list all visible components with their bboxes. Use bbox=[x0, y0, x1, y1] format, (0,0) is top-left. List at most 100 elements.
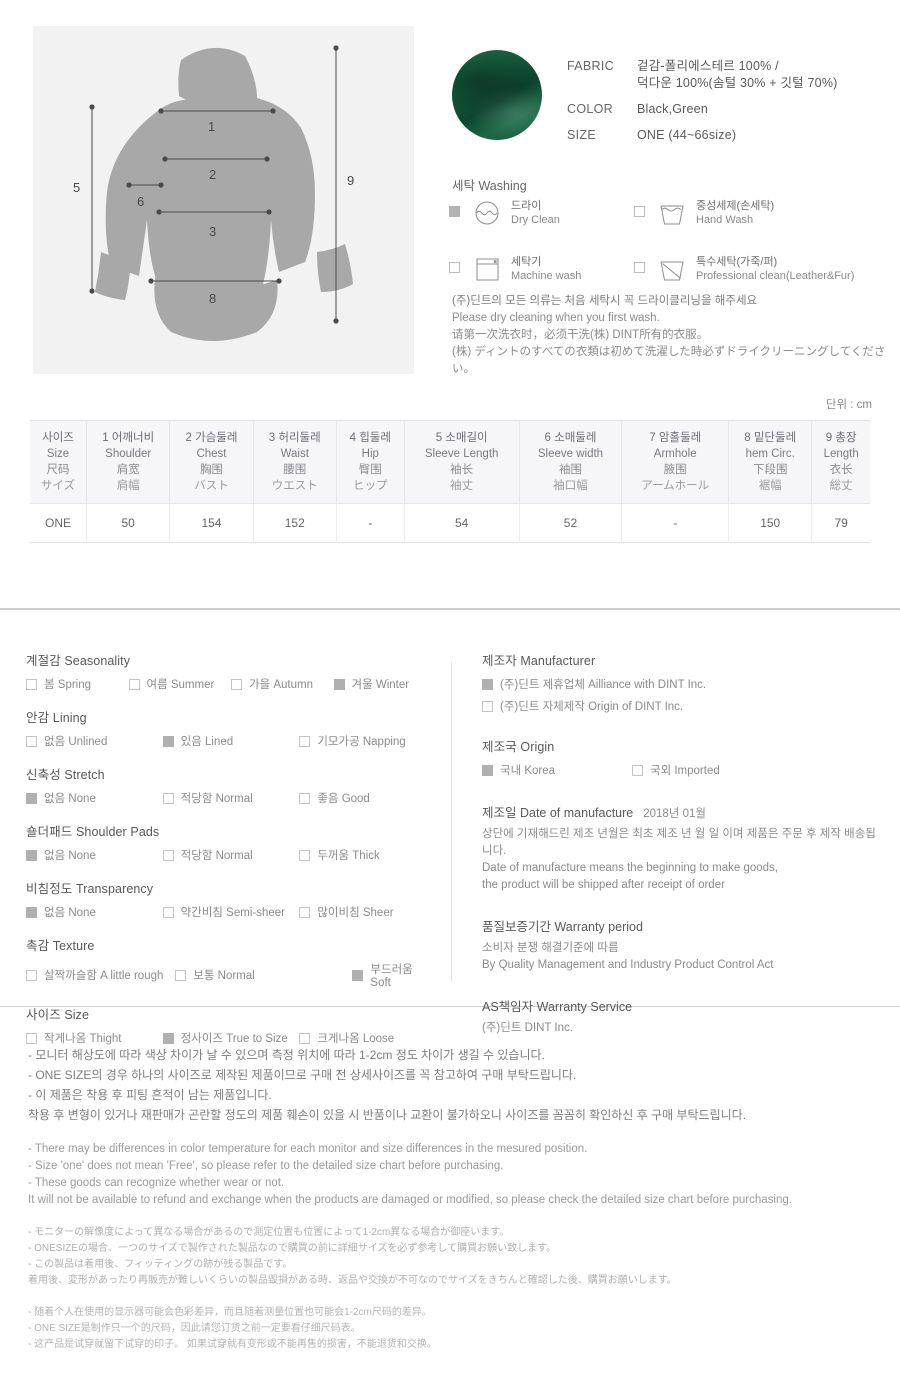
option-imported[interactable]: 국외 Imported bbox=[632, 762, 720, 778]
washing-label: 특수세탁(가죽/퍼) Professional clean(Leather&Fu… bbox=[696, 254, 854, 283]
option-napping[interactable]: 기모가공 Napping bbox=[299, 733, 436, 749]
size-chart-col-armhole: 7 암홀둘레 Armhole 腋围 アームホール bbox=[621, 420, 730, 504]
washing-label-ko: 특수세탁(가죽/퍼) bbox=[696, 256, 778, 268]
option-a-little-rough[interactable]: 살짝까슬함 A little rough bbox=[26, 961, 175, 989]
attr-heading: 제조국 Origin bbox=[482, 740, 555, 754]
checkbox-napping[interactable] bbox=[299, 735, 311, 747]
option-korea[interactable]: 국내 Korea bbox=[482, 762, 632, 778]
checkbox-transparency-none[interactable] bbox=[26, 906, 37, 918]
notice-line: - 这产品是试穿就留下试穿的印子。 如果试穿就有变形或不能再售的损害，不能退货和… bbox=[28, 1339, 437, 1350]
option-lined[interactable]: 있음 Lined bbox=[162, 733, 300, 749]
checkbox-sheer[interactable] bbox=[299, 906, 311, 918]
option-winter[interactable]: 겨울 Winter bbox=[333, 676, 437, 692]
checkbox-machine-wash[interactable] bbox=[449, 262, 460, 273]
option-label: 보통 Normal bbox=[193, 970, 255, 982]
option-loose[interactable]: 크게나옴 Loose bbox=[299, 1030, 436, 1046]
washing-label-en: Machine wash bbox=[511, 270, 582, 282]
washing-option-dry-clean[interactable]: 드라이 Dry Clean bbox=[449, 198, 634, 228]
checkbox-imported[interactable] bbox=[632, 764, 643, 776]
option-autumn[interactable]: 가을 Autumn bbox=[231, 676, 334, 692]
checkbox-stretch-normal[interactable] bbox=[162, 792, 174, 804]
option-semi-sheer[interactable]: 약간비침 Semi-sheer bbox=[162, 904, 300, 920]
checkbox-semi-sheer[interactable] bbox=[162, 906, 174, 918]
size-chart-col-length: 9 총장 Length 衣长 総丈 bbox=[811, 420, 870, 504]
option-stretch-none[interactable]: 없음 None bbox=[26, 790, 163, 806]
option-true-to-size[interactable]: 정사이즈 True to Size bbox=[162, 1030, 300, 1046]
checkbox-true-to-size[interactable] bbox=[162, 1032, 174, 1044]
checkbox-summer[interactable] bbox=[128, 678, 140, 690]
attr-group-origin: 제조국 Origin 국내 Korea 국외 Imported bbox=[482, 736, 882, 778]
washing-label: 드라이 Dry Clean bbox=[511, 198, 560, 227]
checkbox-texture-normal[interactable] bbox=[175, 969, 187, 981]
checkbox-stretch-good[interactable] bbox=[299, 792, 311, 804]
option-stretch-normal[interactable]: 적당함 Normal bbox=[162, 790, 300, 806]
washing-label-en: Dry Clean bbox=[511, 214, 560, 226]
option-summer[interactable]: 여름 Summer bbox=[128, 676, 232, 692]
option-soft[interactable]: 부드러움 Soft bbox=[352, 961, 436, 989]
attr-group-warranty-period: 품질보증기간 Warranty period 소비자 분쟁 해결기준에 따름 B… bbox=[482, 916, 882, 974]
option-alliance-with-dint[interactable]: (주)딘트 제휴업체 Ailliance with DINT Inc. bbox=[482, 676, 882, 692]
option-pads-normal[interactable]: 적당함 Normal bbox=[162, 847, 300, 863]
checkbox-hand-wash[interactable] bbox=[634, 206, 645, 217]
checkbox-winter[interactable] bbox=[333, 678, 345, 690]
size-value: ONE (44~66size) bbox=[637, 128, 737, 142]
checkbox-korea[interactable] bbox=[482, 764, 493, 776]
notice-block-jp: - モニターの解像度によって異なる場合があるので測定位置も位置によって1-2cm… bbox=[28, 1225, 872, 1289]
option-label: 기모가공 Napping bbox=[317, 736, 406, 748]
attributes-section: 계절감 Seasonality 봄 Spring 여름 Summer 가을 Au… bbox=[0, 609, 900, 1045]
professional-clean-icon bbox=[655, 254, 689, 284]
checkbox-professional-clean[interactable] bbox=[634, 262, 645, 273]
notices-section: - 모니터 해상도에 따라 색상 차이가 날 수 있으며 측정 위치에 따라 1… bbox=[0, 1007, 900, 1353]
washing-option-professional-clean[interactable]: 특수세탁(가죽/퍼) Professional clean(Leather&Fu… bbox=[634, 254, 889, 284]
option-transparency-none[interactable]: 없음 None bbox=[26, 904, 163, 920]
option-stretch-good[interactable]: 좋음 Good bbox=[299, 790, 436, 806]
fabric-key: FABRIC bbox=[567, 59, 614, 73]
attr-group-manufacturer: 제조자 Manufacturer (주)딘트 제휴업체 Ailliance wi… bbox=[482, 650, 882, 714]
option-pads-none[interactable]: 없음 None bbox=[26, 847, 163, 863]
checkbox-lined[interactable] bbox=[162, 735, 174, 747]
machine-wash-icon bbox=[470, 254, 504, 284]
size-chart-col-sleeve-width: 6 소매둘레 Sleeve width 袖围 袖口幅 bbox=[519, 420, 623, 504]
checkbox-pads-normal[interactable] bbox=[162, 849, 174, 861]
cell-armhole: - bbox=[621, 503, 730, 543]
fabric-row: SIZE ONE (44~66size) bbox=[567, 127, 887, 144]
attr-heading: 제조일 Date of manufacture bbox=[482, 806, 634, 820]
option-thight[interactable]: 작게나옴 Thight bbox=[26, 1030, 163, 1046]
checkbox-alliance-with-dint[interactable] bbox=[482, 678, 493, 690]
cell-waist: 152 bbox=[253, 503, 337, 543]
option-label: 많이비침 Sheer bbox=[317, 907, 394, 919]
checkbox-dry-clean[interactable] bbox=[449, 206, 460, 217]
checkbox-unlined[interactable] bbox=[26, 735, 37, 747]
checkbox-origin-of-dint[interactable] bbox=[482, 700, 493, 712]
unit-label: 단위 : cm bbox=[825, 399, 872, 411]
checkbox-pads-thick[interactable] bbox=[299, 849, 311, 861]
washing-title: 세탁 Washing bbox=[452, 179, 527, 193]
washing-option-hand-wash[interactable]: 중성세제(손세탁) Hand Wash bbox=[634, 198, 889, 228]
attr-heading: 신축성 Stretch bbox=[26, 768, 105, 782]
checkbox-a-little-rough[interactable] bbox=[26, 969, 37, 981]
warranty-period-ko: 소비자 분쟁 해결기준에 따름 bbox=[482, 942, 619, 954]
washing-option-machine-wash[interactable]: 세탁기 Machine wash bbox=[449, 254, 634, 284]
fabric-value: 겉감-폴리에스테르 100% / 덕다운 100%(솜털 30% + 깃털 70… bbox=[637, 59, 838, 90]
option-spring[interactable]: 봄 Spring bbox=[26, 676, 129, 692]
svg-text:9: 9 bbox=[347, 173, 354, 188]
option-pads-thick[interactable]: 두꺼움 Thick bbox=[299, 847, 436, 863]
checkbox-thight[interactable] bbox=[26, 1032, 37, 1044]
checkbox-autumn[interactable] bbox=[231, 678, 242, 690]
checkbox-loose[interactable] bbox=[299, 1032, 311, 1044]
option-sheer[interactable]: 많이비침 Sheer bbox=[299, 904, 436, 920]
option-origin-of-dint[interactable]: (주)딘트 자체제작 Origin of DINT Inc. bbox=[482, 698, 882, 714]
size-chart-col-chest: 2 가슴둘레 Chest 胸围 バスト bbox=[169, 420, 254, 504]
checkbox-pads-none[interactable] bbox=[26, 849, 37, 861]
checkbox-stretch-none[interactable] bbox=[26, 792, 37, 804]
option-unlined[interactable]: 없음 Unlined bbox=[26, 733, 163, 749]
cell-chest: 154 bbox=[169, 503, 254, 543]
option-texture-normal[interactable]: 보통 Normal bbox=[175, 961, 352, 989]
checkbox-soft[interactable] bbox=[352, 969, 364, 981]
option-label: 없음 None bbox=[44, 907, 96, 919]
notice-line: 착용 후 변형이 있거나 재판매가 곤란할 정도의 제품 훼손이 있을 시 반품… bbox=[28, 1108, 747, 1122]
cell-sleeve-length: 54 bbox=[404, 503, 520, 543]
washing-label-ko: 세탁기 bbox=[511, 256, 542, 268]
notice-line: - モニターの解像度によって異なる場合があるので測定位置も位置によって1-2cm… bbox=[28, 1227, 510, 1238]
checkbox-spring[interactable] bbox=[26, 678, 37, 690]
